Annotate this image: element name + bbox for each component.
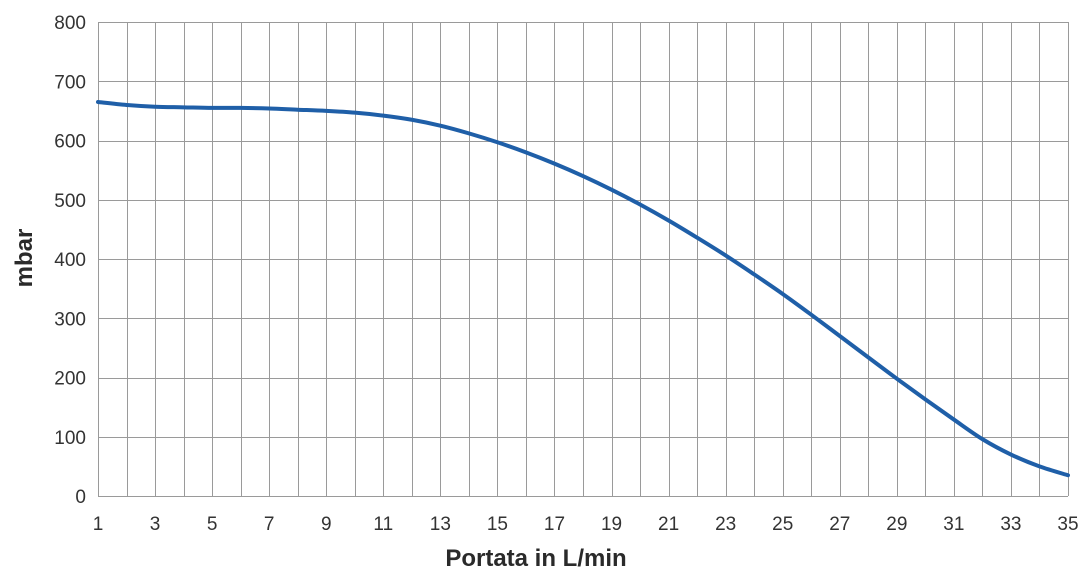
y-tick-label: 400 [54, 250, 86, 271]
x-tick-label: 7 [264, 514, 275, 535]
x-tick-label: 3 [150, 514, 161, 535]
x-tick-label: 33 [1000, 514, 1021, 535]
y-tick-label: 600 [54, 132, 86, 153]
grid [98, 22, 1069, 497]
x-tick-label: 25 [772, 514, 793, 535]
y-tick-label: 100 [54, 428, 86, 449]
x-tick-label: 13 [430, 514, 451, 535]
x-axis-title: Portata in L/min [445, 545, 626, 572]
x-tick-label: 9 [321, 514, 332, 535]
x-tick-label: 1 [93, 514, 104, 535]
series-line [96, 99, 1070, 478]
y-tick-label: 500 [54, 191, 86, 212]
x-tick-label: 21 [658, 514, 679, 535]
y-tick-label: 800 [54, 13, 86, 34]
x-tick-label: 35 [1057, 514, 1078, 535]
x-tick-label: 11 [373, 514, 393, 535]
x-axis-ticks: 1 3 5 7 9 11 13 15 17 19 21 23 25 27 29 31 33 35 [93, 514, 1079, 535]
x-tick-label: 19 [601, 514, 622, 535]
y-axis-title: mbar [11, 229, 38, 288]
x-tick-label: 29 [886, 514, 907, 535]
x-tick-label: 23 [715, 514, 736, 535]
x-tick-label: 31 [943, 514, 964, 535]
y-axis-ticks: 0 100 200 300 400 500 600 700 800 [54, 13, 86, 508]
y-tick-label: 200 [54, 369, 86, 390]
x-tick-label: 27 [829, 514, 850, 535]
y-tick-label: 700 [54, 72, 86, 93]
x-tick-label: 15 [487, 514, 508, 535]
series-layer [96, 99, 1070, 478]
y-tick-label: 300 [54, 309, 86, 330]
x-tick-label: 17 [544, 514, 565, 535]
y-tick-label: 0 [75, 487, 86, 508]
x-tick-label: 5 [207, 514, 218, 535]
